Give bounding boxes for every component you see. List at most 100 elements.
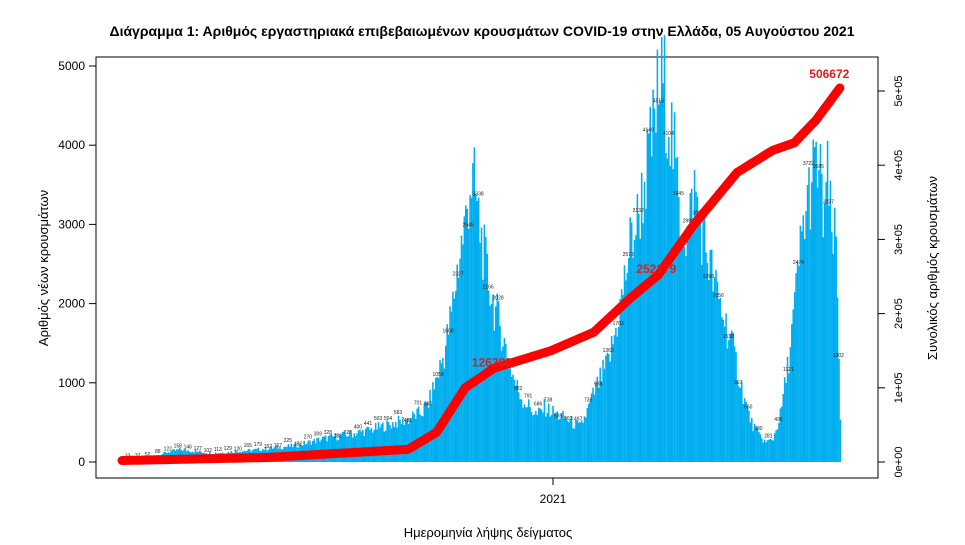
bar bbox=[816, 187, 819, 462]
bar bbox=[572, 428, 574, 462]
bar bbox=[620, 289, 623, 462]
bar bbox=[730, 330, 733, 462]
bar bbox=[587, 403, 590, 462]
bar bbox=[633, 239, 636, 462]
bar bbox=[497, 301, 500, 462]
bar-value-label: 165 bbox=[244, 443, 253, 449]
bar bbox=[370, 427, 373, 462]
bar bbox=[359, 429, 361, 462]
bar bbox=[771, 439, 773, 462]
bar bbox=[716, 281, 719, 462]
bar-value-label: 281 bbox=[764, 434, 773, 440]
bar-value-label: 583 bbox=[394, 410, 403, 416]
bar bbox=[706, 262, 709, 462]
bar bbox=[682, 245, 684, 462]
bar bbox=[393, 427, 396, 462]
bar bbox=[668, 136, 670, 462]
bar bbox=[465, 205, 467, 462]
bar-value-label: 146 bbox=[184, 445, 193, 451]
bar bbox=[416, 408, 418, 462]
cumulative-line bbox=[117, 83, 845, 465]
bar bbox=[575, 420, 577, 462]
bar bbox=[349, 430, 351, 462]
bar bbox=[833, 207, 836, 462]
bar-value-label: 736 bbox=[584, 398, 593, 404]
bar bbox=[663, 35, 666, 462]
bar bbox=[608, 354, 610, 462]
bar bbox=[602, 359, 604, 462]
bar bbox=[629, 217, 631, 462]
bar-value-label: 1703 bbox=[613, 321, 624, 327]
bar bbox=[632, 257, 634, 462]
bar-value-label: 2573 bbox=[623, 252, 634, 258]
bar bbox=[763, 439, 766, 462]
bar bbox=[739, 388, 742, 462]
y-tick-label: 1000 bbox=[58, 376, 85, 390]
bar bbox=[523, 404, 526, 462]
y-axis: 0 1000 2000 3000 4000 5000 bbox=[58, 59, 97, 469]
bar bbox=[434, 377, 437, 462]
bar bbox=[426, 402, 428, 462]
bar bbox=[733, 346, 736, 462]
bar bbox=[324, 435, 327, 462]
bar bbox=[740, 381, 743, 462]
bar bbox=[809, 229, 812, 462]
bar bbox=[557, 419, 560, 462]
bar bbox=[334, 433, 337, 462]
bar bbox=[619, 299, 621, 462]
bar bbox=[616, 336, 619, 462]
bar bbox=[475, 193, 477, 462]
bar bbox=[546, 412, 549, 462]
bar bbox=[656, 49, 659, 463]
bar bbox=[556, 411, 559, 462]
bar bbox=[342, 432, 344, 462]
bar bbox=[793, 292, 796, 462]
bar bbox=[791, 324, 793, 462]
bar bbox=[470, 197, 473, 462]
bar bbox=[776, 429, 779, 462]
bar bbox=[367, 427, 370, 462]
bar bbox=[437, 378, 440, 462]
bar-value-label: 3685 bbox=[813, 164, 824, 170]
bar-value-label: 2945 bbox=[463, 223, 474, 229]
bar bbox=[665, 152, 667, 462]
bar bbox=[510, 376, 513, 462]
bar bbox=[618, 327, 620, 462]
bar bbox=[527, 399, 530, 462]
bar bbox=[666, 158, 669, 462]
y2-tick-label: 4e+05 bbox=[893, 150, 905, 181]
bar bbox=[715, 270, 717, 462]
bar bbox=[836, 297, 839, 462]
bar-value-label: 1609 bbox=[442, 329, 453, 335]
bar bbox=[412, 411, 414, 462]
bar bbox=[499, 325, 501, 462]
bar bbox=[626, 272, 629, 462]
bar-value-label: 938 bbox=[594, 382, 603, 388]
bar bbox=[819, 144, 822, 462]
bar bbox=[545, 416, 547, 462]
bar bbox=[630, 222, 633, 462]
bar bbox=[773, 433, 776, 462]
bar-value-label: 686 bbox=[534, 402, 543, 408]
bar bbox=[801, 231, 803, 462]
bar bbox=[683, 246, 686, 462]
bar-value-label: 503 bbox=[374, 416, 383, 422]
bar bbox=[356, 433, 358, 462]
bar bbox=[813, 147, 816, 462]
bar bbox=[689, 192, 692, 463]
bar bbox=[433, 389, 436, 462]
bar bbox=[679, 236, 682, 462]
bar bbox=[317, 437, 320, 462]
bar bbox=[373, 429, 376, 462]
bar bbox=[748, 410, 750, 462]
bar bbox=[339, 434, 341, 462]
bar bbox=[496, 293, 499, 462]
bar bbox=[603, 368, 606, 462]
bar bbox=[749, 422, 752, 462]
bar bbox=[702, 215, 704, 462]
bar bbox=[792, 309, 795, 462]
bar bbox=[755, 427, 757, 462]
bar bbox=[533, 414, 536, 462]
bar bbox=[516, 379, 519, 462]
bar bbox=[525, 407, 527, 462]
